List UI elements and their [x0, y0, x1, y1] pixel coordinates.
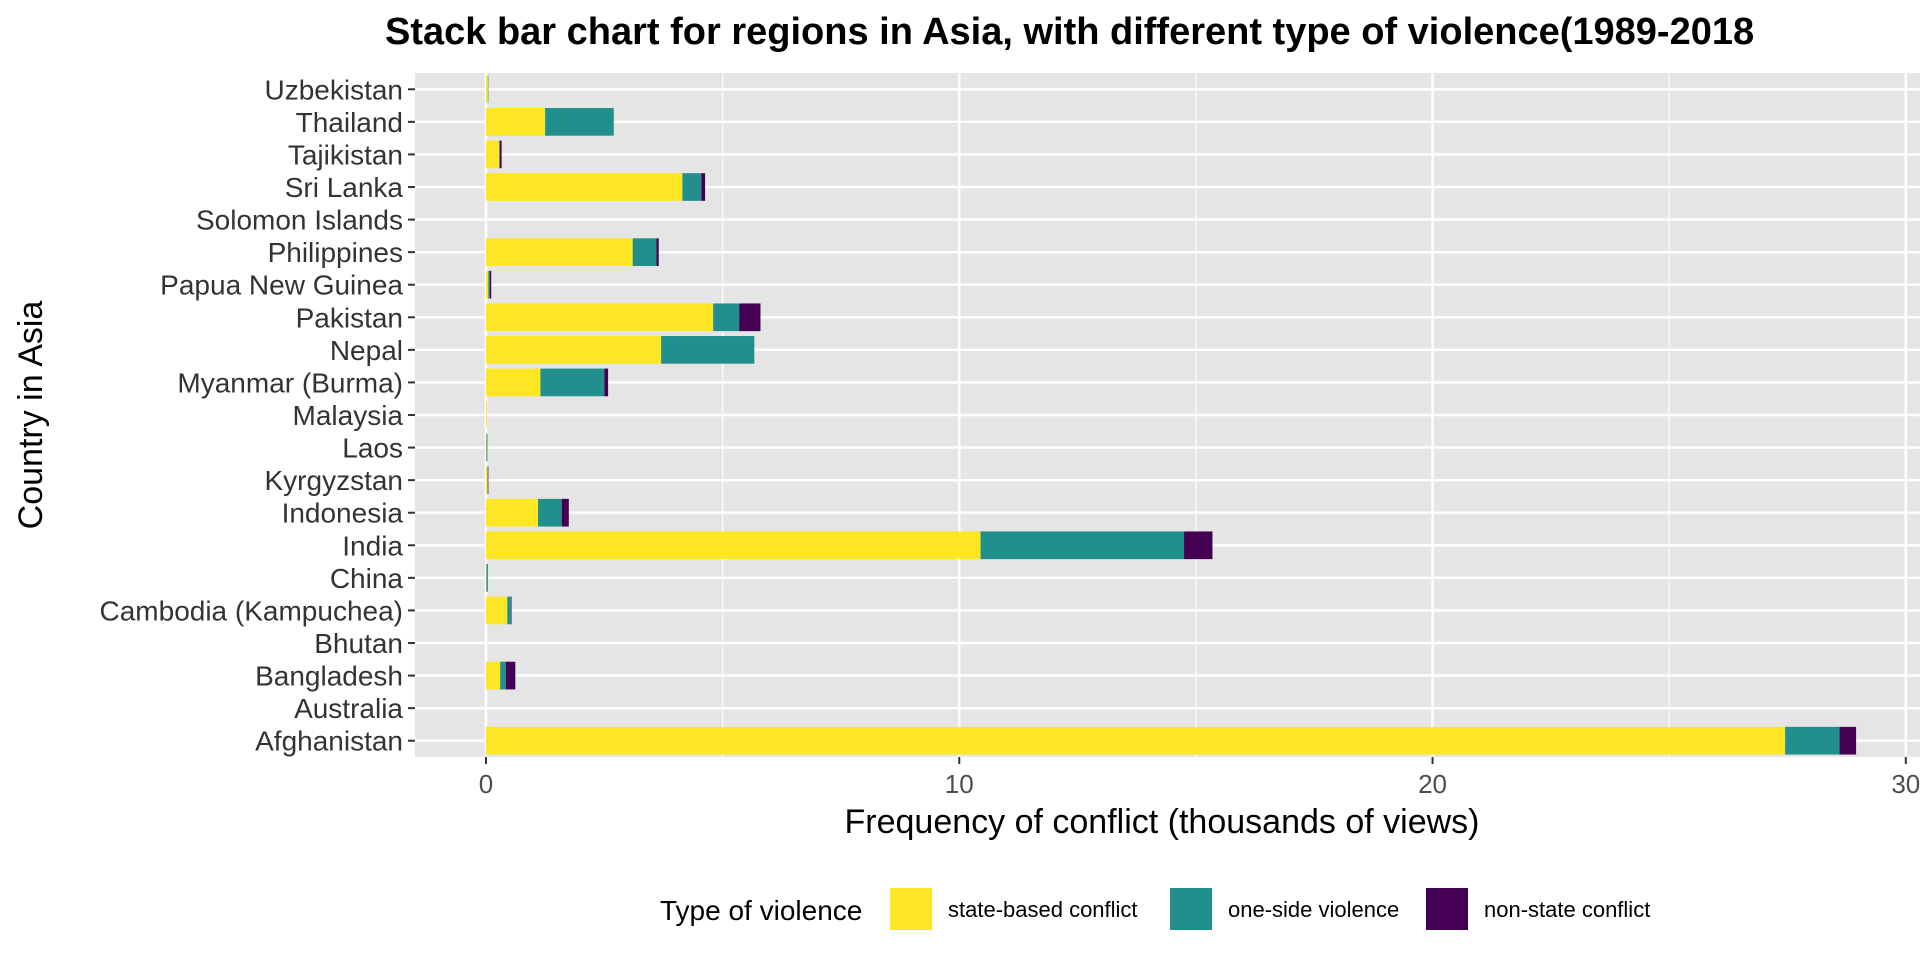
- y-tick-label: Papua New Guinea: [160, 270, 403, 301]
- bar-segment: [485, 401, 487, 429]
- legend-swatch: [1170, 888, 1212, 930]
- bar-segment: [682, 173, 702, 201]
- grid-major: [415, 73, 1920, 757]
- bar-segment: [485, 466, 488, 494]
- y-tick-label: Thailand: [296, 107, 403, 138]
- bar-segment: [485, 75, 488, 104]
- bar-segment: [739, 303, 761, 332]
- y-tick-label: Bhutan: [314, 628, 403, 659]
- bar-segment: [485, 238, 633, 266]
- legend: Type of violence state-based conflict one…: [660, 888, 1650, 930]
- y-tick-label: Cambodia (Kampuchea): [100, 595, 404, 626]
- y-tick-label: Philippines: [268, 237, 403, 268]
- bar-segment: [489, 270, 492, 299]
- y-tick-label: Myanmar (Burma): [177, 367, 403, 398]
- legend-swatch: [1426, 888, 1468, 930]
- bar-segment: [485, 140, 500, 169]
- legend-swatch: [890, 888, 932, 930]
- bar-segment: [701, 173, 706, 201]
- bar-segment: [661, 336, 755, 364]
- bar-segment: [485, 726, 1786, 755]
- bar-segment: [632, 238, 657, 266]
- bar-segment: [486, 564, 488, 592]
- y-tick-label: Indonesia: [282, 498, 404, 529]
- y-tick-label: China: [330, 563, 404, 594]
- y-tick-label: Uzbekistan: [264, 74, 403, 105]
- y-tick-label: Bangladesh: [255, 661, 403, 692]
- y-tick-label: Kyrgyzstan: [265, 465, 404, 496]
- bar-segment: [485, 303, 714, 332]
- legend-title: Type of violence: [660, 895, 862, 926]
- bar-segment: [604, 368, 609, 397]
- bar-segment: [561, 498, 569, 527]
- bar-segment: [1839, 726, 1857, 755]
- y-tick-label: Solomon Islands: [196, 205, 403, 236]
- bar-segment: [485, 531, 981, 560]
- y-tick-label: Afghanistan: [255, 726, 403, 757]
- legend-label: one-side violence: [1228, 897, 1399, 922]
- x-tick-label: 20: [1418, 769, 1447, 799]
- legend-label: state-based conflict: [948, 897, 1138, 922]
- y-tick-label: Australia: [294, 693, 403, 724]
- x-tick-label: 10: [945, 769, 974, 799]
- y-tick-label: Nepal: [330, 335, 403, 366]
- bar-segment: [485, 596, 508, 625]
- legend-label: non-state conflict: [1484, 897, 1650, 922]
- bar-segment: [485, 368, 541, 397]
- bar-segment: [485, 336, 662, 364]
- bars: [485, 75, 1857, 755]
- y-tick-label: Malaysia: [293, 400, 404, 431]
- bar-segment: [656, 238, 659, 266]
- bar-segment: [545, 108, 614, 136]
- bar-segment: [1184, 531, 1213, 560]
- bar-segment: [500, 661, 506, 690]
- bar-segment: [485, 270, 489, 299]
- bar-segment: [485, 661, 501, 690]
- bar-segment: [485, 498, 539, 527]
- bar-segment: [488, 270, 490, 299]
- bar-segment: [499, 140, 502, 169]
- bar-segment: [486, 433, 488, 462]
- x-axis: 0 10 20 30: [479, 757, 1920, 799]
- bar-segment: [980, 531, 1185, 560]
- y-axis-title: Country in Asia: [12, 301, 50, 530]
- bar-segment: [713, 303, 740, 332]
- bar-segment: [485, 108, 546, 136]
- y-tick-label: Laos: [342, 433, 403, 464]
- x-axis-title: Frequency of conflict (thousands of view…: [845, 803, 1480, 841]
- y-tick-label: Tajikistan: [288, 139, 403, 170]
- bar-segment: [507, 596, 512, 625]
- chart-title: Stack bar chart for regions in Asia, wit…: [385, 11, 1754, 53]
- y-tick-label: Pakistan: [296, 302, 403, 333]
- bar-segment: [540, 368, 605, 397]
- y-tick-label: Sri Lanka: [285, 172, 404, 203]
- x-tick-label: 0: [479, 769, 493, 799]
- y-axis: AfghanistanAustraliaBangladeshBhutanCamb…: [100, 74, 415, 757]
- bar-segment: [1785, 726, 1840, 755]
- bar-segment: [485, 173, 683, 201]
- bar-segment: [538, 498, 562, 527]
- bar-segment: [505, 661, 516, 690]
- y-tick-label: India: [342, 530, 403, 561]
- x-tick-label: 30: [1891, 769, 1920, 799]
